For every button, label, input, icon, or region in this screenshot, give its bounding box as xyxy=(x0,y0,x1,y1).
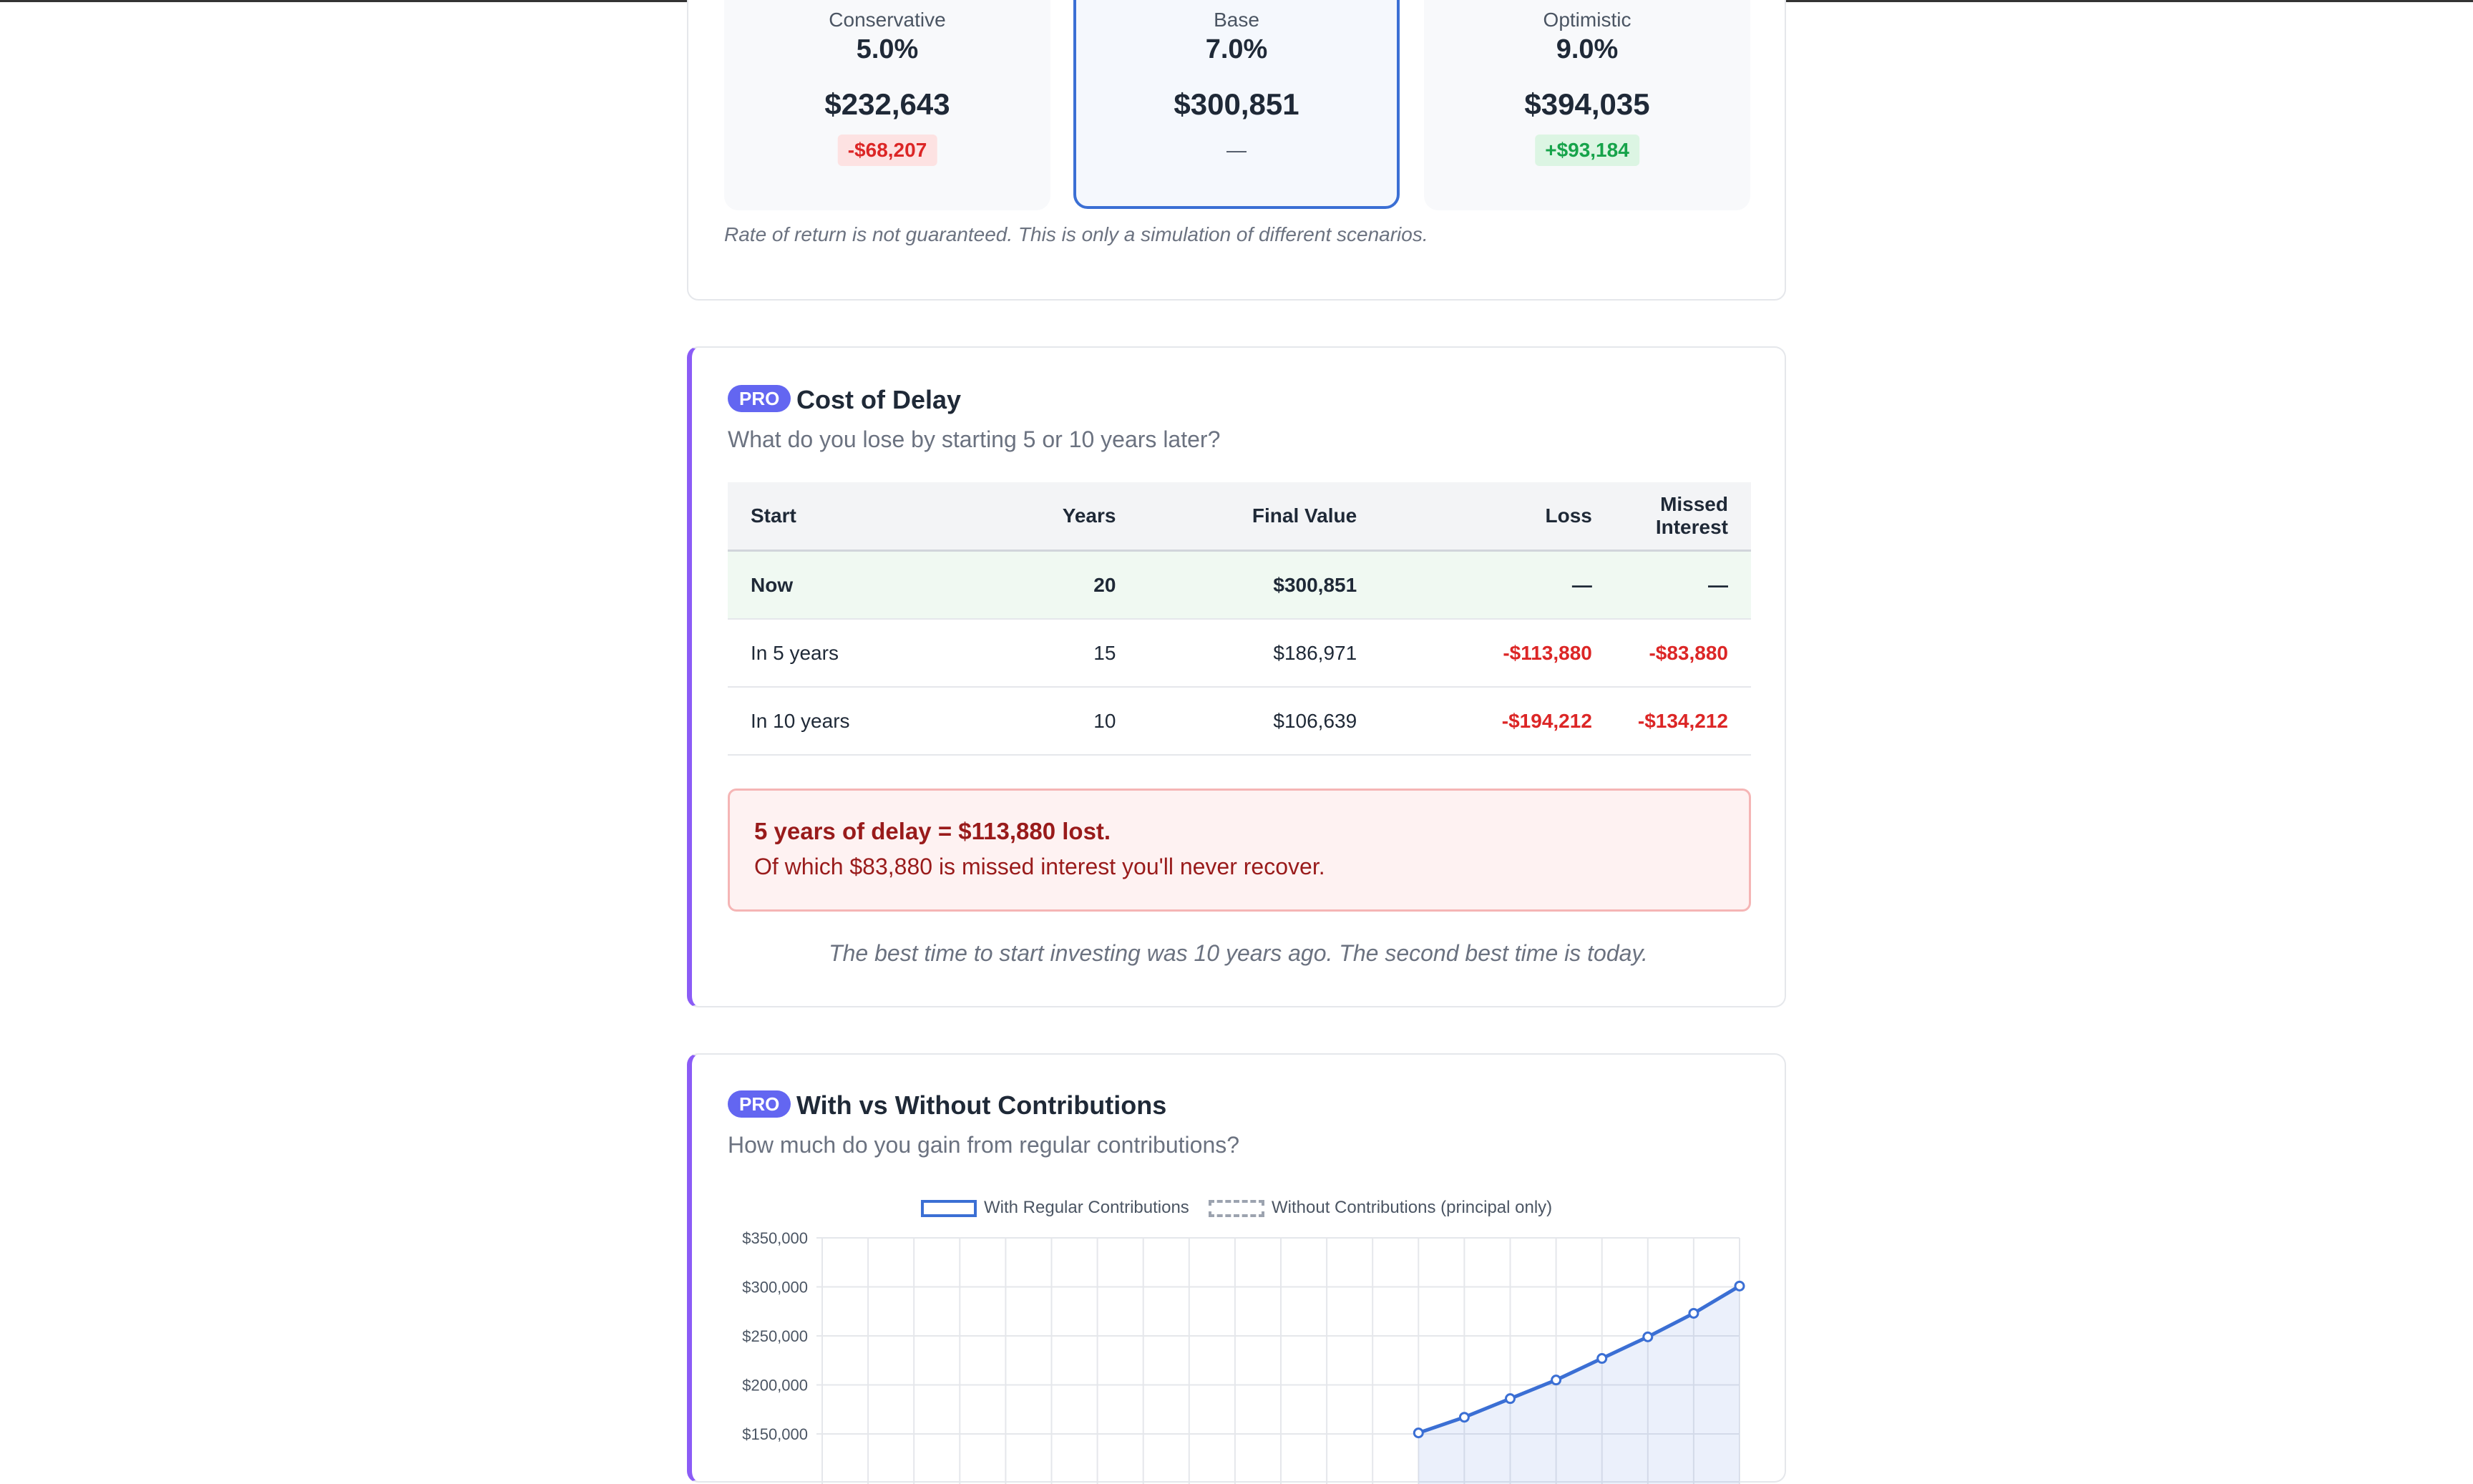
scenario-card-conservative[interactable]: Conservative 5.0% $232,643 -$68,207 xyxy=(724,0,1050,210)
data-point xyxy=(1458,1412,1470,1423)
scenario-card-optimistic[interactable]: Optimistic 9.0% $394,035 +$93,184 xyxy=(1424,0,1750,210)
investing-quote: The best time to start investing was 10 … xyxy=(829,940,1648,966)
section-subtitle: What do you lose by starting 5 or 10 yea… xyxy=(728,426,1221,452)
scenario-final-value: $300,851 xyxy=(1174,87,1299,121)
scenario-diff-badge: — xyxy=(1226,139,1247,161)
cell-final-value: $106,639 xyxy=(1138,687,1380,756)
scenario-diff-badge: +$93,184 xyxy=(1535,135,1639,166)
data-point xyxy=(1413,1427,1424,1439)
scenario-final-value: $394,035 xyxy=(1524,87,1650,121)
cell-years: 15 xyxy=(958,619,1139,688)
cell-start: In 10 years xyxy=(728,687,959,756)
scenario-name: Base xyxy=(1214,9,1259,31)
cost-of-delay-panel: PRO Cost of Delay What do you lose by st… xyxy=(687,346,1786,1007)
cell-missed-interest: -$134,212 xyxy=(1614,687,1751,756)
column-header-final-value: Final Value xyxy=(1138,482,1380,552)
column-header-start: Start xyxy=(728,482,959,552)
scenario-name: Conservative xyxy=(829,9,946,31)
contributions-line-chart: $350,000 $300,000 $250,000 $200,000 $150,000 xyxy=(742,1229,1745,1484)
column-header-years: Years xyxy=(958,482,1139,552)
scenario-final-value: $232,643 xyxy=(824,87,950,121)
scenario-diff-badge: -$68,207 xyxy=(837,135,937,166)
delay-table: Start Years Final Value Loss Missed Inte… xyxy=(728,482,1751,756)
chart-legend: With Regular Contributions Without Contr… xyxy=(692,1198,1785,1226)
data-point xyxy=(1642,1331,1654,1342)
data-point xyxy=(1688,1307,1699,1319)
scenario-rate: 7.0% xyxy=(1205,34,1268,64)
data-point xyxy=(1505,1393,1516,1405)
legend-item-without[interactable]: Without Contributions (principal only) xyxy=(1209,1198,1552,1218)
cell-years: 20 xyxy=(958,550,1139,620)
table-header-row: Start Years Final Value Loss Missed Inte… xyxy=(728,482,1751,552)
delay-alert-box: 5 years of delay = $113,880 lost. Of whi… xyxy=(728,789,1751,912)
scenario-rate: 9.0% xyxy=(1556,34,1619,64)
section-subtitle: How much do you gain from regular contri… xyxy=(728,1132,1240,1158)
pro-badge: PRO xyxy=(728,1090,791,1118)
series-line-with-contributions xyxy=(1418,1284,1741,1435)
y-tick-label: $200,000 xyxy=(742,1377,808,1395)
table-row: Now 20 $300,851 — — xyxy=(728,550,1751,620)
table-row: In 5 years 15 $186,971 -$113,880 -$83,88… xyxy=(728,619,1751,688)
cell-final-value: $186,971 xyxy=(1138,619,1380,688)
contributions-panel: PRO With vs Without Contributions How mu… xyxy=(687,1053,1786,1484)
y-tick-label: $150,000 xyxy=(742,1425,808,1443)
cell-start: In 5 years xyxy=(728,619,959,688)
alert-body: Of which $83,880 is missed interest you'… xyxy=(754,854,1325,879)
column-header-loss: Loss xyxy=(1380,482,1615,552)
cell-final-value: $300,851 xyxy=(1138,550,1380,620)
alert-headline: 5 years of delay = $113,880 lost. xyxy=(754,818,1111,844)
scenario-disclaimer: Rate of return is not guaranteed. This i… xyxy=(724,223,1428,245)
cell-missed-interest: -$83,880 xyxy=(1614,619,1751,688)
scenario-rate: 5.0% xyxy=(856,34,919,64)
section-title: Cost of Delay xyxy=(796,385,962,414)
scenario-panel: Conservative 5.0% $232,643 -$68,207 Base… xyxy=(687,0,1786,301)
legend-swatch-dashed-icon xyxy=(1209,1199,1264,1217)
legend-item-with[interactable]: With Regular Contributions xyxy=(921,1198,1189,1218)
cell-years: 10 xyxy=(958,687,1139,756)
cell-loss: — xyxy=(1380,550,1615,620)
y-tick-label: $350,000 xyxy=(742,1229,808,1247)
scenario-name: Optimistic xyxy=(1543,9,1631,31)
cell-missed-interest: — xyxy=(1614,550,1751,620)
data-point xyxy=(1551,1375,1562,1386)
y-tick-label: $250,000 xyxy=(742,1327,808,1345)
table-row: In 10 years 10 $106,639 -$194,212 -$134,… xyxy=(728,687,1751,756)
cell-start: Now xyxy=(728,550,959,620)
data-point xyxy=(1734,1280,1745,1292)
scenario-card-base[interactable]: Base 7.0% $300,851 — xyxy=(1073,0,1400,209)
section-title: With vs Without Contributions xyxy=(796,1090,1167,1120)
column-header-missed-interest: Missed Interest xyxy=(1614,482,1751,552)
legend-swatch-solid-icon xyxy=(921,1199,977,1217)
data-point xyxy=(1596,1353,1608,1365)
legend-label: With Regular Contributions xyxy=(984,1198,1189,1217)
cell-loss: -$194,212 xyxy=(1380,687,1615,756)
y-tick-label: $300,000 xyxy=(742,1279,808,1297)
cell-loss: -$113,880 xyxy=(1380,619,1615,688)
pro-badge: PRO xyxy=(728,385,791,412)
legend-label: Without Contributions (principal only) xyxy=(1272,1198,1553,1217)
